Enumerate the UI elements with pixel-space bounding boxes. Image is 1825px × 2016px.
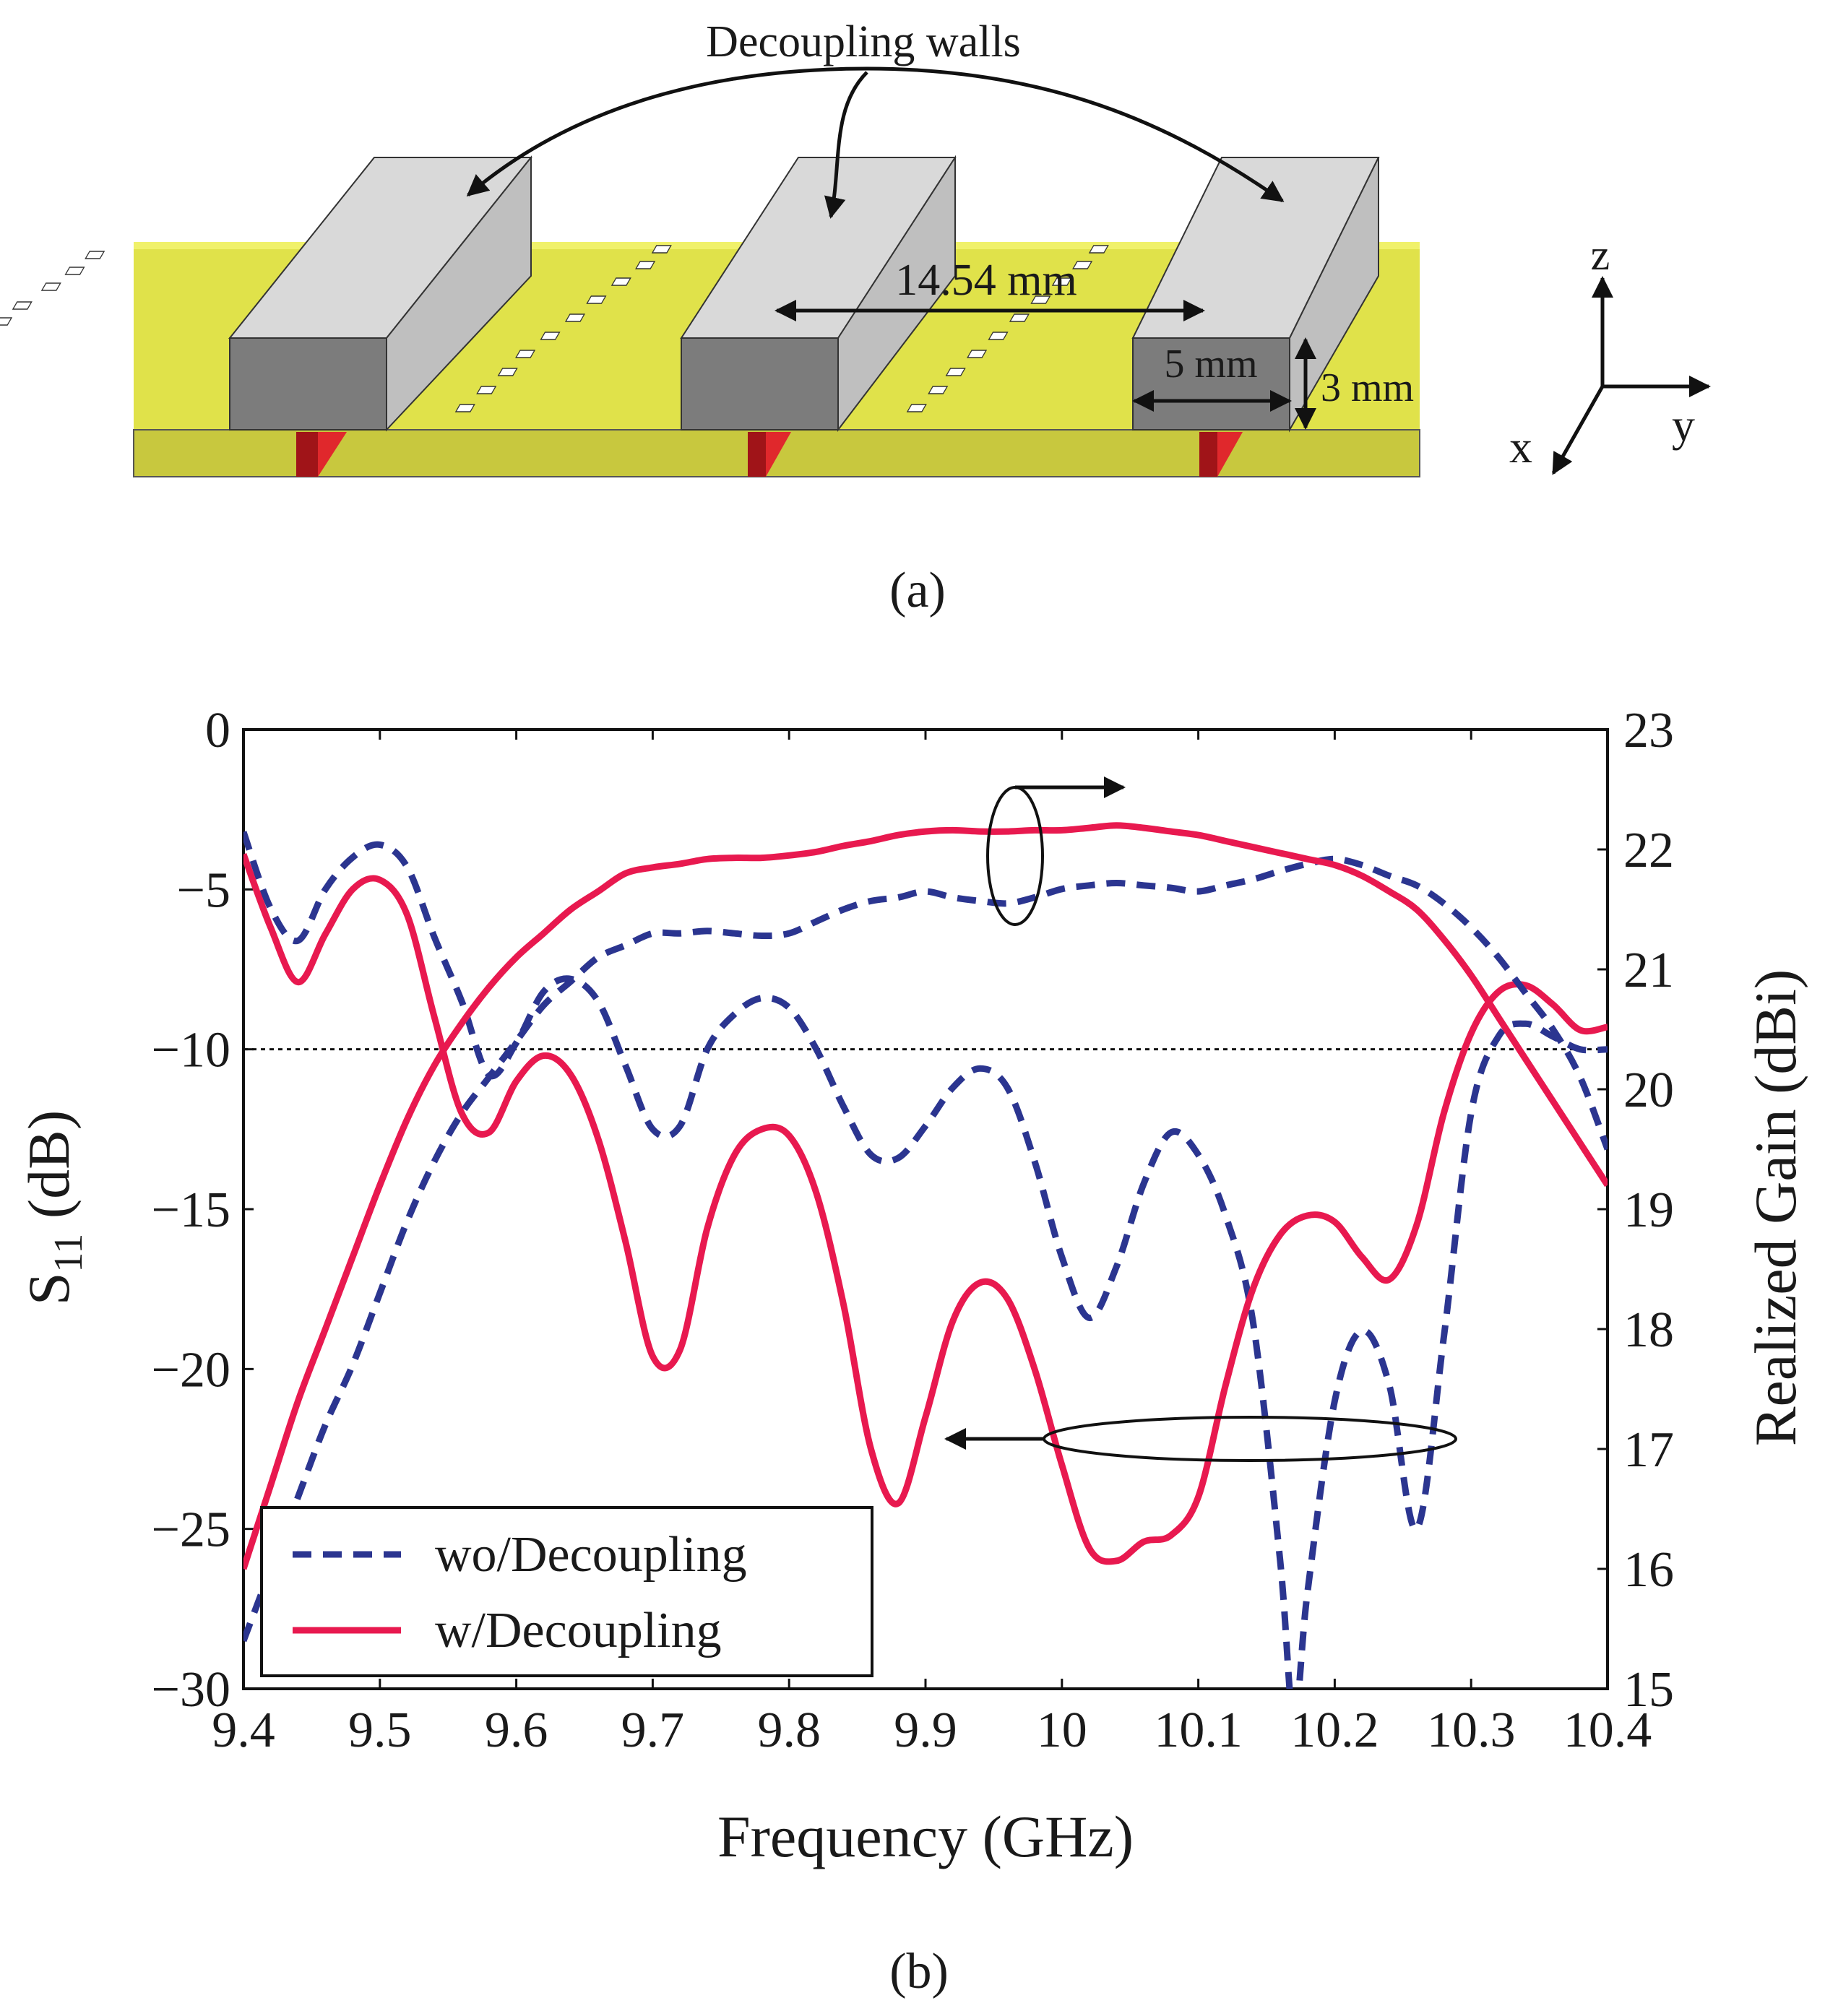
right-tick-label: 23 [1623, 703, 1674, 758]
x-tick-label: 10.4 [1563, 1703, 1652, 1758]
x-tick-label: 9.5 [348, 1703, 412, 1758]
series-layer [243, 822, 1608, 1689]
caption-a: (a) [889, 563, 946, 618]
right-tick-label: 15 [1623, 1662, 1674, 1718]
legend-label-w: w/Decoupling [435, 1603, 722, 1658]
series-wo-decoupling-gain [243, 855, 1608, 1643]
callout-arrow-right [866, 66, 1285, 203]
coordinate-axes: z y x [1509, 231, 1711, 475]
slot-array-1 [0, 251, 105, 326]
right-tick-label: 17 [1623, 1422, 1674, 1478]
callout-arrow-left [466, 66, 868, 196]
right-axis-title: Realized Gain (dBi) [1743, 969, 1808, 1446]
right-tick-label: 16 [1623, 1542, 1674, 1598]
left-axis-title-sub: 11 [46, 1234, 91, 1273]
left-tick-label: −25 [152, 1502, 230, 1558]
left-axis-title-main: S [16, 1273, 82, 1306]
left-tick-label: −20 [152, 1342, 230, 1398]
left-axis-ticks: 0 −5 −10 −15 −20 −25 −30 [152, 703, 254, 1718]
x-tick-label: 9.8 [757, 1703, 821, 1758]
gain-group-ellipse [986, 786, 1044, 926]
x-axis-title: Frequency (GHz) [717, 1804, 1134, 1869]
x-tick-label: 10.3 [1427, 1703, 1516, 1758]
left-tick-label: −15 [152, 1182, 230, 1238]
left-tick-label: −30 [152, 1662, 230, 1718]
left-tick-label: 0 [205, 703, 230, 758]
x-tick-label: 9.9 [894, 1703, 957, 1758]
s11-gain-chart: 9.4 9.5 9.6 9.7 9.8 9.9 10 10.1 10.2 10.3 10.4 0 −5… [16, 703, 1808, 1999]
right-tick-label: 20 [1623, 1063, 1674, 1118]
right-tick-label: 21 [1623, 943, 1674, 998]
decoupling-wall-2 [680, 155, 957, 432]
x-tick-label: 9.7 [621, 1703, 685, 1758]
antenna-structure-illustration: Decoupling walls 14.54 mm 5 mm 3 mm z y … [0, 17, 1711, 618]
x-tick-label: 9.4 [212, 1703, 275, 1758]
right-tick-label: 22 [1623, 823, 1674, 878]
caption-b: (b) [889, 1944, 949, 1999]
s11-group-ellipse [1043, 1416, 1457, 1462]
right-tick-label: 19 [1623, 1182, 1674, 1238]
left-axis-title-unit: (dB) [16, 1110, 82, 1234]
left-tick-label: −10 [152, 1023, 230, 1078]
legend-label-wo: wo/Decoupling [435, 1527, 747, 1583]
axis-y-label: y [1672, 399, 1695, 451]
height-label: 3 mm [1321, 365, 1414, 410]
right-tick-label: 18 [1623, 1302, 1674, 1358]
feed-probe-1 [296, 432, 347, 477]
feed-probe-3 [1199, 432, 1243, 477]
x-tick-label: 10.2 [1290, 1703, 1379, 1758]
x-tick-label: 10.1 [1154, 1703, 1243, 1758]
axis-x-label: x [1509, 421, 1532, 472]
series-w-decoupling-s11 [243, 853, 1608, 1565]
x-tick-label: 10 [1037, 1703, 1087, 1758]
left-tick-label: −5 [177, 862, 230, 918]
right-axis-ticks: 23 22 21 20 19 18 17 16 15 [1597, 703, 1674, 1718]
feed-probe-2 [748, 432, 791, 477]
slot-array-2 [454, 245, 672, 412]
legend-box [260, 1506, 873, 1677]
width-label: 5 mm [1164, 342, 1257, 386]
x-tick-label: 9.6 [485, 1703, 548, 1758]
pitch-label: 14.54 mm [895, 256, 1077, 305]
left-axis-title: S11 (dB) [16, 1110, 91, 1305]
legend: wo/Decoupling w/Decoupling [260, 1506, 873, 1677]
series-w-decoupling-gain [243, 822, 1608, 1570]
callout-label: Decoupling walls [706, 17, 1021, 66]
decoupling-wall-1 [228, 155, 533, 432]
callout-arrow-middle [824, 71, 868, 219]
x-axis-ticks: 9.4 9.5 9.6 9.7 9.8 9.9 10 10.1 10.2 10.3 10.4 [212, 730, 1652, 1758]
axis-z-label: z [1591, 231, 1610, 279]
